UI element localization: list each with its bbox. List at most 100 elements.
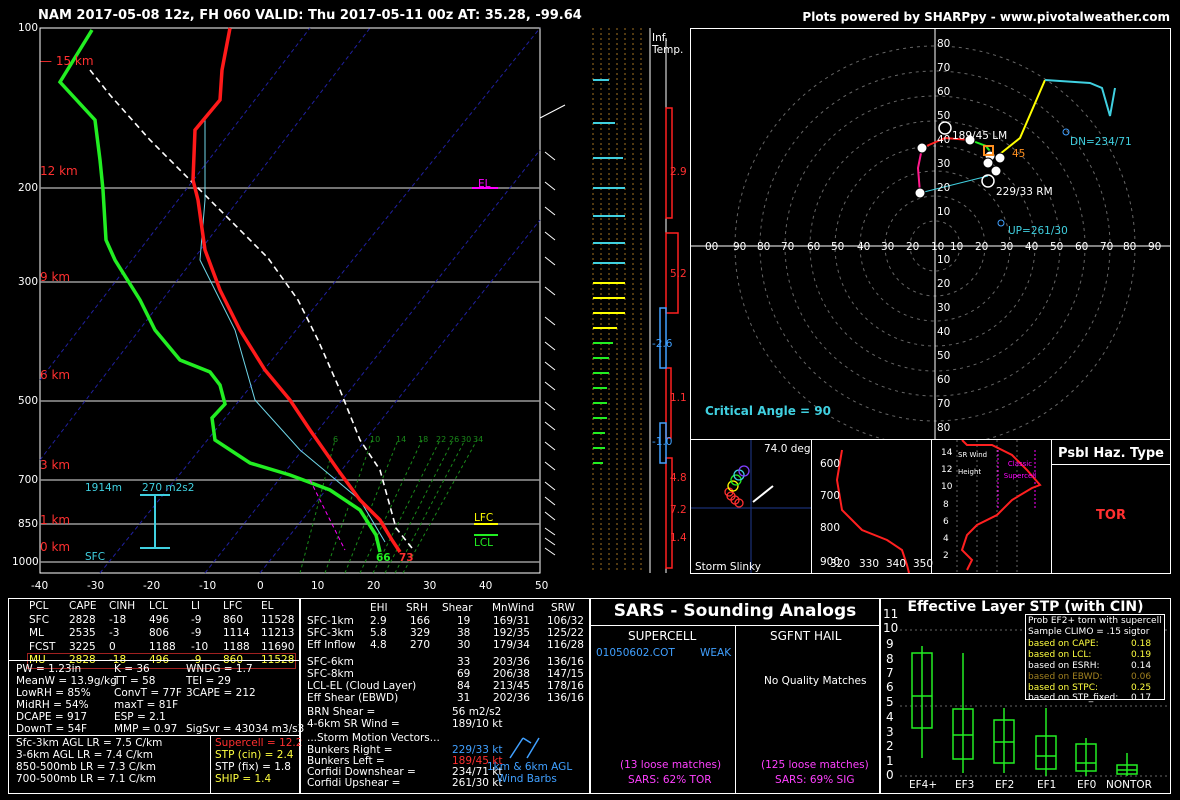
hodo-x-label: 60 xyxy=(1075,241,1089,253)
kin-cell: 213/45 xyxy=(493,680,530,692)
sars-no-match: No Quality Matches xyxy=(764,675,867,687)
hodo-y-label: 60 xyxy=(937,86,951,98)
hazard-value: TOR xyxy=(1096,508,1126,523)
parcel-cell: SFC xyxy=(29,613,50,626)
hodo-y-label: 40 xyxy=(937,134,951,146)
pressure-label: 850 xyxy=(18,518,39,530)
parcel-cell: -18 xyxy=(109,613,127,626)
parcel-header-row: PCL CAPE CINH LCL LI LFC EL xyxy=(28,600,295,614)
temp-adv-value: 5.2 xyxy=(670,268,687,280)
stp-title: Effective Layer STP (with CIN) xyxy=(907,599,1144,615)
kin-cell: 136/16 xyxy=(547,656,584,668)
temp-adv-value: 7.2 xyxy=(670,504,687,516)
hodo-y-label: 60 xyxy=(937,374,951,386)
theta-x-label: 320 xyxy=(830,558,851,570)
theta-y-label: 800 xyxy=(820,522,841,534)
stp-y-tick: 9 xyxy=(886,637,894,651)
kin-cell: 166 xyxy=(410,615,431,627)
temp-adv-value: 2.9 xyxy=(670,166,687,178)
thermo-value: DownT = 54F xyxy=(16,723,88,735)
motion-value: 234/71 kt xyxy=(452,766,503,778)
sars-supercell-header: SUPERCELL xyxy=(628,629,697,643)
thermo-value: WNDG = 1.7 xyxy=(186,663,253,675)
sr-wind-label: SR Wind xyxy=(958,451,988,459)
hodo-y-label: 50 xyxy=(937,110,951,122)
hodo-lm: 189/45 LM xyxy=(952,130,1008,142)
brn-label: BRN Shear = xyxy=(307,706,376,718)
legend-title: Prob EF2+ torn with supercell xyxy=(1028,616,1162,626)
hodo-x-label: 50 xyxy=(831,241,845,253)
temp-label: 30 xyxy=(423,580,437,592)
hodo-y-label: 20 xyxy=(937,182,951,194)
stp-legend xyxy=(1025,614,1165,700)
sr46-label: 4-6km SR Wind = xyxy=(307,718,400,730)
kin-row-label: SFC-3km xyxy=(307,627,354,639)
legend-value: 0.17 xyxy=(1131,693,1152,703)
sars-match-date: 01050602.COT xyxy=(596,647,675,659)
hodo-y-label: 50 xyxy=(937,350,951,362)
parcel-cell: -3 xyxy=(109,627,120,639)
kin-row-label: SFC-6km xyxy=(307,656,354,668)
mixing-ratio-label: 10 xyxy=(370,435,381,444)
lcl-label: LCL xyxy=(474,537,494,549)
classic-supercell-label: Classic Supercell xyxy=(1003,460,1037,480)
credit-text: Plots powered by SHARPpy - www.pivotalwe… xyxy=(802,10,1170,24)
kin-cell: 179/34 xyxy=(493,639,530,651)
brn-value: 56 m2/s2 xyxy=(452,706,502,718)
mixing-ratio-label: 26 xyxy=(449,435,460,444)
stp-category: EF4+ xyxy=(909,779,938,791)
hodo-x-label: 10 xyxy=(950,241,964,253)
height-label: 1 km xyxy=(40,513,71,527)
kin-cell: 329 xyxy=(410,627,431,639)
parcel-table: PCL CAPE CINH LCL LI LFC EL SFC 2828 -18 49… xyxy=(26,600,297,669)
hodo-y-label: 30 xyxy=(937,158,951,170)
stp-panel xyxy=(880,598,1171,794)
sfc-dewpoint: 66 xyxy=(376,552,391,564)
sr46-value: 189/10 kt xyxy=(452,718,503,730)
stp-y-tick: 4 xyxy=(886,710,894,724)
parcel-cell: 1114 xyxy=(223,627,250,639)
hodo-x-label: 30 xyxy=(1000,241,1014,253)
theta-x-label: 350 xyxy=(913,558,934,570)
stp-y-tick: 11 xyxy=(883,607,899,621)
kin-cell: 31 xyxy=(457,692,471,704)
stp-cin: STP (cin) = 2.4 xyxy=(215,749,294,761)
theta-x-label: 330 xyxy=(859,558,880,570)
hodo-x-label: 70 xyxy=(1100,241,1114,253)
sars-match-type: WEAK xyxy=(700,647,732,659)
stp-y-tick: 5 xyxy=(886,695,894,709)
sars-hail-loose: (125 loose matches) xyxy=(761,759,869,771)
kin-cell: 2.9 xyxy=(370,615,387,627)
stp-category: EF1 xyxy=(1037,779,1057,791)
stp-y-tick: 0 xyxy=(886,768,894,782)
height-label: 0 km xyxy=(40,540,71,554)
parcel-cell: 11528 xyxy=(261,613,295,626)
temp-label: 50 xyxy=(535,580,549,592)
sars-hail-pct: SARS: 69% SIG xyxy=(775,774,855,786)
stp-category: EF3 xyxy=(955,779,975,791)
legend-value: 0.25 xyxy=(1131,683,1152,693)
thermo-value: TT = 58 xyxy=(114,675,156,687)
theta-x-label: 340 xyxy=(886,558,907,570)
kin-cell: 84 xyxy=(457,680,471,692)
motion-label: Bunkers Right = xyxy=(307,744,393,756)
thermo-value: MeanW = 13.9g/kg xyxy=(16,675,117,687)
hodo-x-label: 70 xyxy=(781,241,795,253)
theta-y-label: 600 xyxy=(820,458,841,470)
hodo-rm: 229/33 RM xyxy=(996,186,1053,198)
legend-value: 0.06 xyxy=(1131,672,1152,682)
hodo-x-label: 10 xyxy=(931,241,945,253)
motion-label: Corfidi Upshear = xyxy=(307,777,401,789)
pressure-label: 700 xyxy=(18,474,39,486)
temp-label: -20 xyxy=(143,580,161,592)
thermo-value: LowRH = 85% xyxy=(16,687,91,699)
hodo-x-label: 20 xyxy=(906,241,920,253)
hodo-y-label: 80 xyxy=(937,38,951,50)
stp-y-tick: 8 xyxy=(886,652,894,666)
slinky-title: Storm Slinky xyxy=(695,561,761,573)
kin-row-label: SFC-8km xyxy=(307,668,354,680)
motion-label: Bunkers Left = xyxy=(307,755,385,767)
kin-header: SRH xyxy=(406,602,428,614)
hodo-y-label: 10 xyxy=(937,254,951,266)
lapse-rate: 700-500mb LR = 7.1 C/km xyxy=(16,773,156,785)
